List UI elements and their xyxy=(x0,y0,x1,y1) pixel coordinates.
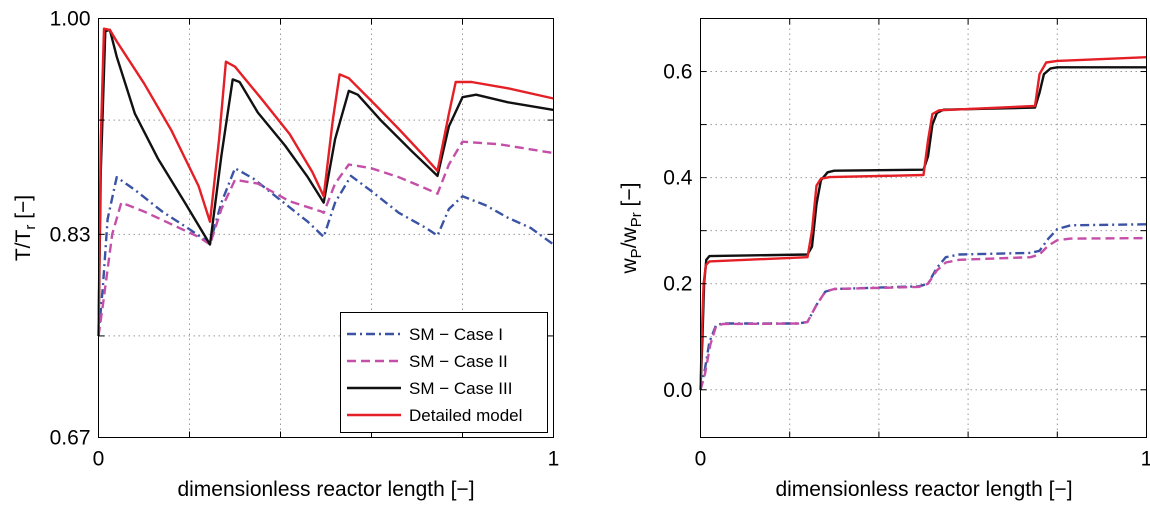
temperature-x-axis-label: dimensionless reactor length [−] xyxy=(177,478,474,501)
mass-fraction-y-axis-label-mid: /w xyxy=(618,226,641,248)
temperature-chart: 0 1 0.67 0.83 1.00 dimensionless reactor len… xyxy=(12,8,559,502)
mass-fraction-x-axis-label: dimensionless reactor length [−] xyxy=(775,478,1072,501)
mass-fraction-y-axis-label-sub-p: P xyxy=(628,248,645,258)
mass-fraction-x-tick-label: 1 xyxy=(1141,448,1150,471)
mass-fraction-chart: 0 1 0.0 0.2 0.4 0.6 dimensionless reactor len… xyxy=(618,18,1150,501)
temperature-y-axis-label-main: T/T xyxy=(12,229,35,261)
temperature-series xyxy=(97,27,555,337)
temperature-x-tick-label: 1 xyxy=(548,448,560,471)
legend-entry-label: SM − Case II xyxy=(409,352,508,371)
mass-fraction-series-line-2 xyxy=(699,236,1147,391)
legend-box xyxy=(340,312,548,433)
mass-fraction-series-line-4 xyxy=(699,56,1147,390)
mass-fraction-x-tick-label: 0 xyxy=(695,448,707,471)
temperature-grid xyxy=(98,18,554,438)
temperature-y-tick-label: 1.00 xyxy=(50,8,91,31)
temperature-plot-frame xyxy=(98,18,554,438)
temperature-series-line-4 xyxy=(97,27,554,336)
temperature-y-tick-label: 0.83 xyxy=(50,223,91,246)
mass-fraction-series-line-1 xyxy=(699,223,1147,391)
mass-fraction-y-tick-label: 0.6 xyxy=(663,61,692,84)
mass-fraction-ticks: 0 1 0.0 0.2 0.4 0.6 xyxy=(663,18,1150,471)
temperature-y-axis-label-sub: r xyxy=(22,225,39,230)
mass-fraction-grid xyxy=(700,18,1147,438)
legend-entry-label: Detailed model xyxy=(409,406,522,425)
mass-fraction-y-axis-label-unit: [−] xyxy=(618,183,641,213)
temperature-ticks: 0 1 0.67 0.83 1.00 xyxy=(50,8,560,471)
mass-fraction-y-tick-label: 0.0 xyxy=(663,379,692,402)
temperature-series-line-2 xyxy=(97,140,554,337)
legend-entry-label: SM − Case I xyxy=(409,325,503,344)
mass-fraction-plot-frame xyxy=(700,18,1147,438)
mass-fraction-y-axis-label-main: w xyxy=(618,257,641,274)
mass-fraction-series-line-3 xyxy=(699,66,1147,390)
temperature-series-line-3 xyxy=(97,28,554,336)
temperature-y-axis-label: T/Tr [−] xyxy=(12,195,39,261)
mass-fraction-series xyxy=(699,56,1147,391)
mass-fraction-y-axis-label-sub-pr: Pr xyxy=(628,212,645,227)
temperature-y-tick-label: 0.67 xyxy=(50,427,91,450)
mass-fraction-y-axis-label: wP/wPr [−] xyxy=(618,183,645,275)
legend: SM − Case I SM − Case II SM − Case III Deta… xyxy=(340,312,548,433)
temperature-y-axis-label-unit: [−] xyxy=(12,195,35,225)
legend-entry-label: SM − Case III xyxy=(409,379,512,398)
mass-fraction-y-tick-label: 0.4 xyxy=(663,167,693,190)
mass-fraction-y-tick-label: 0.2 xyxy=(663,273,692,296)
temperature-x-tick-label: 0 xyxy=(93,448,105,471)
